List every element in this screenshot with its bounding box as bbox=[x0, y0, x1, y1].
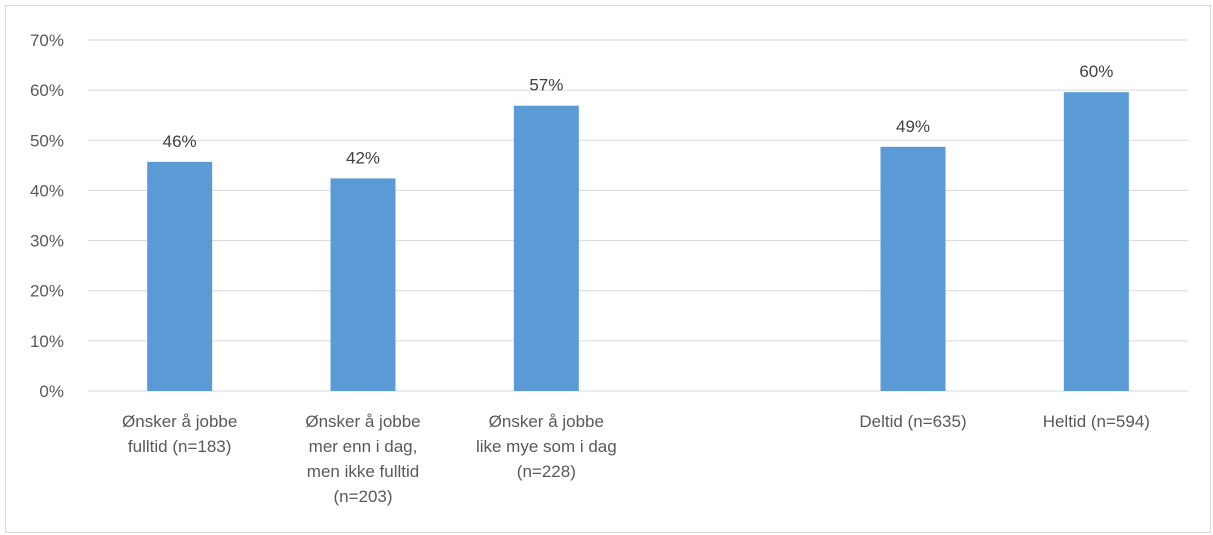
bar[interactable] bbox=[147, 161, 213, 391]
x-category-label: Ønsker å jobbe like mye som i dag (n=228) bbox=[476, 412, 617, 481]
x-category-label-line: mer enn i dag, bbox=[309, 437, 418, 456]
x-category-label-line: Ønsker å jobbe bbox=[305, 412, 420, 431]
data-label: 46% bbox=[163, 132, 197, 151]
data-label: 42% bbox=[346, 148, 380, 167]
x-category-label-line: fulltid (n=183) bbox=[128, 437, 231, 456]
x-category-label: Ønsker å jobbe fulltid (n=183) bbox=[122, 412, 237, 456]
x-category-label-line: Deltid (n=635) bbox=[859, 412, 966, 431]
x-category-label-line: (n=228) bbox=[517, 462, 576, 481]
x-category-label-line: Heltid (n=594) bbox=[1043, 412, 1150, 431]
x-category-label-line: (n=203) bbox=[333, 487, 392, 506]
data-label: 60% bbox=[1079, 62, 1113, 81]
x-category-label-line: Ønsker å jobbe bbox=[489, 412, 604, 431]
y-tick-label: 50% bbox=[30, 131, 64, 150]
y-tick-label: 10% bbox=[30, 332, 64, 351]
x-category-label: Heltid (n=594) bbox=[1043, 412, 1150, 431]
x-category-label-line: like mye som i dag bbox=[476, 437, 617, 456]
y-tick-label: 0% bbox=[39, 382, 64, 401]
y-tick-label: 40% bbox=[30, 181, 64, 200]
data-label: 57% bbox=[529, 76, 563, 95]
x-category-label: Ønsker å jobbe mer enn i dag, men ikke ful… bbox=[305, 412, 420, 506]
y-tick-label: 70% bbox=[30, 31, 64, 50]
y-tick-label: 30% bbox=[30, 232, 64, 251]
y-tick-label: 20% bbox=[30, 282, 64, 301]
bar[interactable] bbox=[513, 105, 579, 392]
bar[interactable] bbox=[1063, 92, 1129, 392]
bar[interactable] bbox=[330, 178, 396, 391]
x-category-label-line: men ikke fulltid bbox=[307, 462, 419, 481]
x-category-label-line: Ønsker å jobbe bbox=[122, 412, 237, 431]
x-category-label: Deltid (n=635) bbox=[859, 412, 966, 431]
bar[interactable] bbox=[880, 146, 946, 391]
y-tick-label: 60% bbox=[30, 81, 64, 100]
data-label: 49% bbox=[896, 117, 930, 136]
